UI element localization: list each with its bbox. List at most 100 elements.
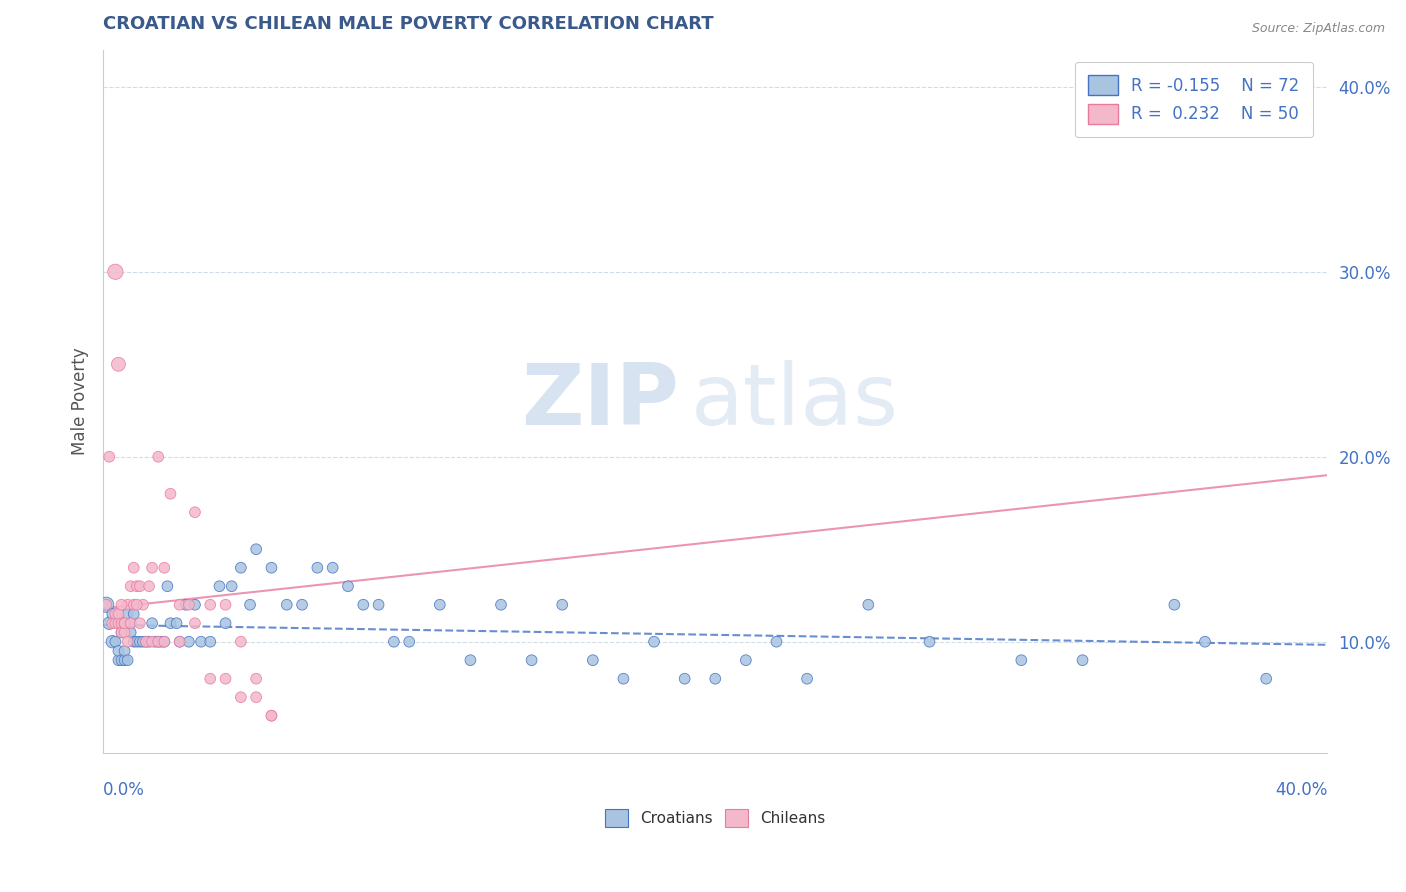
Point xyxy=(156,579,179,593)
Point xyxy=(153,560,176,574)
Point xyxy=(135,634,157,648)
Point xyxy=(104,616,127,631)
Point xyxy=(166,616,188,631)
Point xyxy=(125,579,148,593)
Point xyxy=(520,653,543,667)
Point xyxy=(110,625,132,640)
Y-axis label: Male Poverty: Male Poverty xyxy=(72,348,89,455)
Point xyxy=(117,653,139,667)
Point xyxy=(138,634,160,648)
Point xyxy=(229,560,252,574)
Point xyxy=(135,634,157,648)
Point xyxy=(765,634,787,648)
Point xyxy=(276,598,298,612)
Point xyxy=(114,616,136,631)
Point xyxy=(858,598,880,612)
Point xyxy=(336,579,359,593)
Point xyxy=(96,598,118,612)
Point xyxy=(208,579,231,593)
Point xyxy=(117,634,139,648)
Point xyxy=(120,616,142,631)
Point xyxy=(101,616,124,631)
Point xyxy=(489,598,512,612)
Point xyxy=(398,634,420,648)
Point xyxy=(104,634,127,648)
Point xyxy=(796,672,818,686)
Point xyxy=(132,598,155,612)
Point xyxy=(169,634,191,648)
Point xyxy=(107,653,129,667)
Point xyxy=(107,607,129,621)
Point xyxy=(107,644,129,658)
Point xyxy=(101,607,124,621)
Point xyxy=(114,644,136,658)
Point xyxy=(214,616,236,631)
Point xyxy=(110,598,132,612)
Point xyxy=(918,634,941,648)
Point xyxy=(120,616,142,631)
Point xyxy=(239,598,262,612)
Point xyxy=(1010,653,1032,667)
Point xyxy=(734,653,756,667)
Point xyxy=(260,708,283,723)
Point xyxy=(307,560,329,574)
Point xyxy=(110,616,132,631)
Point xyxy=(122,607,145,621)
Point xyxy=(260,708,283,723)
Point xyxy=(214,598,236,612)
Point xyxy=(177,598,200,612)
Point xyxy=(96,598,118,612)
Point xyxy=(229,634,252,648)
Point xyxy=(153,634,176,648)
Point xyxy=(114,616,136,631)
Point xyxy=(104,607,127,621)
Point xyxy=(1194,634,1216,648)
Point xyxy=(245,542,267,557)
Point xyxy=(582,653,605,667)
Point xyxy=(104,265,127,279)
Point xyxy=(110,653,132,667)
Point xyxy=(169,634,191,648)
Point xyxy=(184,598,207,612)
Point xyxy=(200,672,222,686)
Point xyxy=(117,598,139,612)
Point xyxy=(114,653,136,667)
Point xyxy=(174,598,197,612)
Point xyxy=(107,357,129,371)
Point xyxy=(148,450,170,464)
Point xyxy=(643,634,665,648)
Point xyxy=(120,579,142,593)
Point xyxy=(143,634,166,648)
Point xyxy=(125,598,148,612)
Point xyxy=(98,616,121,631)
Point xyxy=(150,634,173,648)
Point xyxy=(612,672,634,686)
Legend: Croatians, Chileans: Croatians, Chileans xyxy=(599,803,831,833)
Point xyxy=(169,598,191,612)
Point xyxy=(159,616,181,631)
Point xyxy=(98,450,121,464)
Point xyxy=(120,625,142,640)
Point xyxy=(128,579,150,593)
Point xyxy=(200,598,222,612)
Text: 0.0%: 0.0% xyxy=(103,780,145,799)
Point xyxy=(128,616,150,631)
Point xyxy=(673,672,696,686)
Point xyxy=(141,634,163,648)
Text: CROATIAN VS CHILEAN MALE POVERTY CORRELATION CHART: CROATIAN VS CHILEAN MALE POVERTY CORRELA… xyxy=(103,15,714,33)
Text: Source: ZipAtlas.com: Source: ZipAtlas.com xyxy=(1251,22,1385,36)
Point xyxy=(245,672,267,686)
Point xyxy=(245,690,267,705)
Point xyxy=(132,634,155,648)
Text: atlas: atlas xyxy=(690,359,898,442)
Point xyxy=(184,505,207,519)
Point xyxy=(1163,598,1185,612)
Point xyxy=(704,672,727,686)
Point xyxy=(382,634,405,648)
Point xyxy=(125,634,148,648)
Point xyxy=(291,598,314,612)
Point xyxy=(122,598,145,612)
Point xyxy=(148,634,170,648)
Point xyxy=(153,634,176,648)
Point xyxy=(148,634,170,648)
